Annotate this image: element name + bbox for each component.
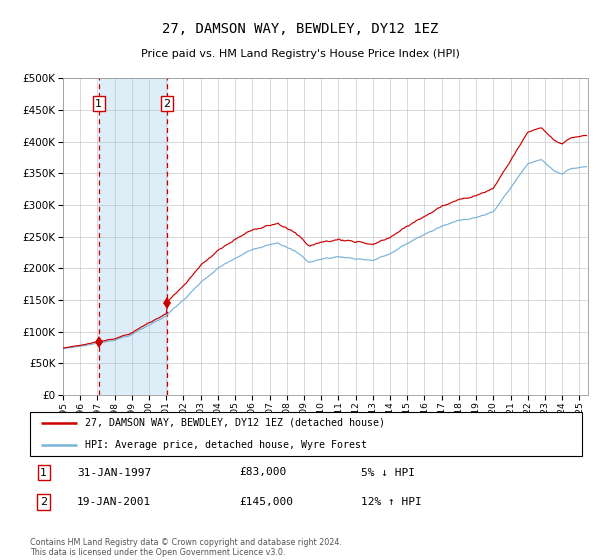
Text: 5% ↓ HPI: 5% ↓ HPI: [361, 468, 415, 478]
Text: Price paid vs. HM Land Registry's House Price Index (HPI): Price paid vs. HM Land Registry's House …: [140, 49, 460, 59]
Text: Contains HM Land Registry data © Crown copyright and database right 2024.
This d: Contains HM Land Registry data © Crown c…: [30, 538, 342, 557]
Bar: [99, 78, 167, 395]
Text: HPI: Average price, detached house, Wyre Forest: HPI: Average price, detached house, Wyre…: [85, 440, 367, 450]
FancyBboxPatch shape: [30, 412, 582, 456]
Text: 1: 1: [95, 99, 103, 109]
Text: 12% ↑ HPI: 12% ↑ HPI: [361, 497, 422, 507]
Text: £83,000: £83,000: [240, 468, 287, 478]
Text: 1: 1: [40, 468, 47, 478]
Text: 2: 2: [164, 99, 171, 109]
Text: 19-JAN-2001: 19-JAN-2001: [77, 497, 151, 507]
Text: 31-JAN-1997: 31-JAN-1997: [77, 468, 151, 478]
Text: 27, DAMSON WAY, BEWDLEY, DY12 1EZ: 27, DAMSON WAY, BEWDLEY, DY12 1EZ: [162, 22, 438, 36]
Text: £145,000: £145,000: [240, 497, 294, 507]
Text: 27, DAMSON WAY, BEWDLEY, DY12 1EZ (detached house): 27, DAMSON WAY, BEWDLEY, DY12 1EZ (detac…: [85, 418, 385, 428]
Text: 2: 2: [40, 497, 47, 507]
